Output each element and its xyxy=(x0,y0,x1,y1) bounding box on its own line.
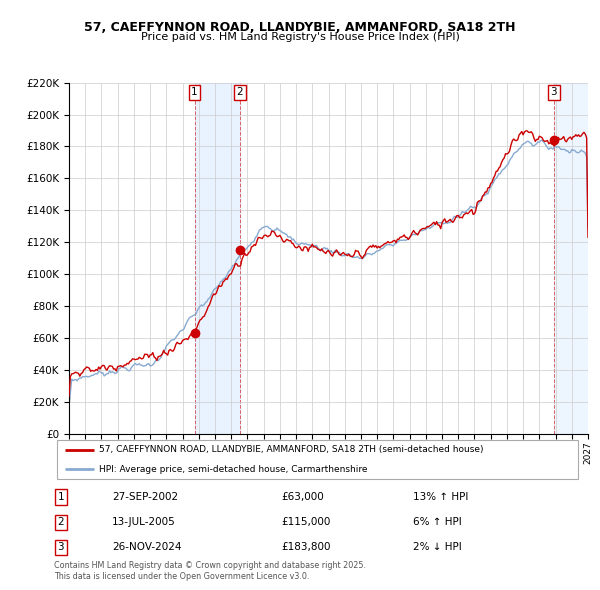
Text: £183,800: £183,800 xyxy=(281,542,331,552)
Text: £63,000: £63,000 xyxy=(281,492,324,502)
Text: Price paid vs. HM Land Registry's House Price Index (HPI): Price paid vs. HM Land Registry's House … xyxy=(140,32,460,42)
Text: 2: 2 xyxy=(58,517,64,527)
Bar xyxy=(194,83,240,434)
Text: HPI: Average price, semi-detached house, Carmarthenshire: HPI: Average price, semi-detached house,… xyxy=(99,465,367,474)
Text: 57, CAEFFYNNON ROAD, LLANDYBIE, AMMANFORD, SA18 2TH (semi-detached house): 57, CAEFFYNNON ROAD, LLANDYBIE, AMMANFOR… xyxy=(99,445,484,454)
Text: 27-SEP-2002: 27-SEP-2002 xyxy=(112,492,178,502)
Text: 1: 1 xyxy=(58,492,64,502)
FancyBboxPatch shape xyxy=(56,441,578,478)
Text: 2% ↓ HPI: 2% ↓ HPI xyxy=(413,542,462,552)
Text: 57, CAEFFYNNON ROAD, LLANDYBIE, AMMANFORD, SA18 2TH: 57, CAEFFYNNON ROAD, LLANDYBIE, AMMANFOR… xyxy=(84,21,516,34)
Text: £115,000: £115,000 xyxy=(281,517,331,527)
Text: 1: 1 xyxy=(191,87,198,97)
Bar xyxy=(554,83,588,434)
Text: Contains HM Land Registry data © Crown copyright and database right 2025.
This d: Contains HM Land Registry data © Crown c… xyxy=(54,562,366,581)
Text: 3: 3 xyxy=(551,87,557,97)
Text: 13-JUL-2005: 13-JUL-2005 xyxy=(112,517,176,527)
Text: 3: 3 xyxy=(58,542,64,552)
Text: 13% ↑ HPI: 13% ↑ HPI xyxy=(413,492,469,502)
Text: 6% ↑ HPI: 6% ↑ HPI xyxy=(413,517,462,527)
Text: 26-NOV-2024: 26-NOV-2024 xyxy=(112,542,182,552)
Text: 2: 2 xyxy=(236,87,243,97)
